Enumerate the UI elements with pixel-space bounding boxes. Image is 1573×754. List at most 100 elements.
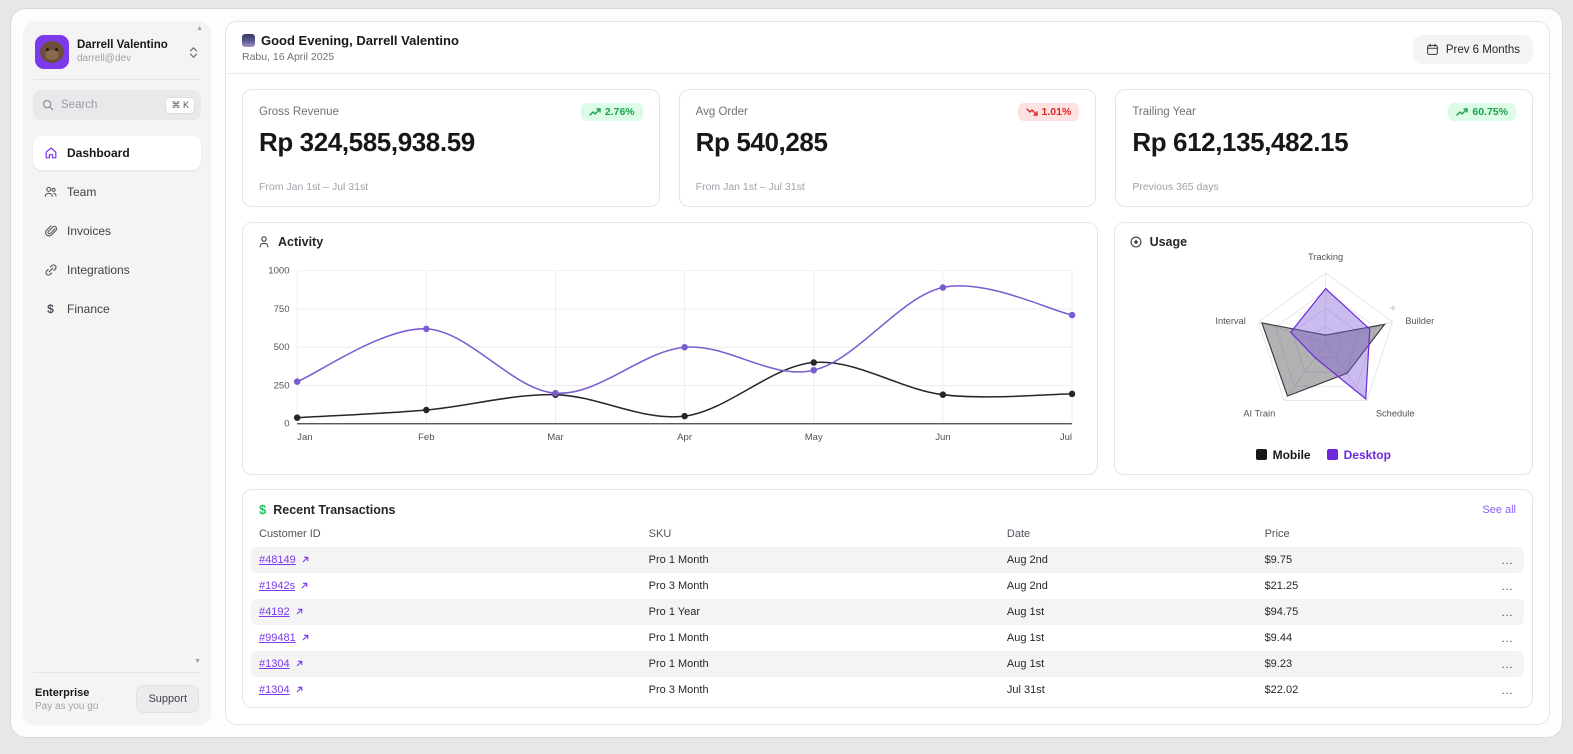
data-point bbox=[681, 343, 688, 351]
y-tick-label: 0 bbox=[284, 419, 289, 430]
sidebar-item-label: Dashboard bbox=[67, 146, 130, 160]
sparkle-icon: ✦ bbox=[1388, 303, 1397, 315]
sku-cell: Pro 1 Month bbox=[648, 658, 709, 670]
sidebar-item-dashboard[interactable]: Dashboard bbox=[33, 136, 201, 170]
x-tick-label: Feb bbox=[418, 432, 434, 443]
legend-item-desktop: Desktop bbox=[1326, 448, 1391, 462]
price-cell: $9.23 bbox=[1264, 658, 1293, 670]
row-actions-button[interactable]: … bbox=[1453, 683, 1516, 697]
see-all-link[interactable]: See all bbox=[1482, 503, 1516, 516]
search-input[interactable]: Search ⌘ K bbox=[33, 90, 201, 120]
radar-area-mobile bbox=[1260, 322, 1386, 397]
row-actions-button[interactable]: … bbox=[1453, 631, 1516, 645]
dashboard-content: Gross Revenue 2.76% Rp 324,585,938.59 From … bbox=[226, 74, 1549, 724]
row-actions-button[interactable]: … bbox=[1453, 579, 1516, 593]
row-actions-button[interactable]: … bbox=[1453, 605, 1516, 619]
sidebar-item-integrations[interactable]: Integrations bbox=[33, 253, 201, 287]
sidebar-item-label: Finance bbox=[67, 302, 110, 316]
scroll-up-indicator[interactable]: ▲ bbox=[196, 25, 203, 32]
sku-cell: Pro 1 Month bbox=[648, 632, 709, 644]
data-point bbox=[293, 378, 301, 385]
main-panel: Good Evening, Darrell Valentino Rabu, 16… bbox=[225, 21, 1550, 725]
arrow-up-right-icon bbox=[300, 581, 309, 590]
usage-card: Usage Tracking Builder Schedule AI Train Int… bbox=[1113, 222, 1533, 475]
change-badge: 60.75% bbox=[1448, 103, 1516, 121]
data-point bbox=[810, 366, 818, 374]
home-icon bbox=[43, 146, 58, 161]
divider bbox=[33, 672, 201, 673]
customer-id-link[interactable]: #1304 bbox=[259, 684, 290, 696]
sidebar-item-team[interactable]: Team bbox=[33, 175, 201, 209]
legend-label: Mobile bbox=[1272, 447, 1311, 462]
radar-chart-svg: Tracking Builder Schedule AI Train Interval ✦ bbox=[1215, 252, 1434, 418]
sku-cell: Pro 1 Month bbox=[648, 554, 709, 566]
radar-area-desktop bbox=[1289, 287, 1370, 401]
stat-value: Rp 540,285 bbox=[695, 127, 828, 157]
arrow-up-right-icon bbox=[301, 633, 310, 642]
y-tick-label: 500 bbox=[274, 342, 290, 353]
price-cell: $9.44 bbox=[1264, 632, 1293, 644]
search-placeholder: Search bbox=[61, 99, 98, 111]
customer-id-link[interactable]: #99481 bbox=[259, 632, 296, 644]
stat-footnote: Previous 365 days bbox=[1132, 181, 1219, 193]
usage-radar-chart: Tracking Builder Schedule AI Train Interval ✦ bbox=[1129, 249, 1518, 446]
column-header: Date bbox=[1006, 528, 1031, 540]
calendar-icon bbox=[1426, 43, 1439, 56]
sidebar-item-finance[interactable]: $ Finance bbox=[33, 292, 201, 326]
stat-card-0: Gross Revenue 2.76% Rp 324,585,938.59 From … bbox=[242, 89, 660, 207]
radar-axis-label: AI Train bbox=[1243, 408, 1275, 418]
date-cell: Aug 2nd bbox=[1006, 580, 1048, 592]
data-point bbox=[939, 391, 947, 398]
prev-6-months-button[interactable]: Prev 6 Months bbox=[1412, 35, 1533, 64]
row-actions-button[interactable]: … bbox=[1453, 553, 1516, 567]
y-tick-label: 750 bbox=[274, 304, 290, 315]
sidebar-item-label: Invoices bbox=[67, 224, 112, 238]
transaction-row: #1942s Pro 3 Month Aug 2nd $21.25… bbox=[251, 573, 1524, 599]
sidebar-footer: ▼ Enterprise Pay as you go Support bbox=[33, 650, 201, 715]
customer-id-link[interactable]: #48149 bbox=[259, 554, 296, 566]
app-window: ▲ Darrell Valentino darrell@dev Search ⌘… bbox=[10, 8, 1563, 738]
date-cell: Aug 1st bbox=[1006, 658, 1045, 670]
user-menu[interactable]: Darrell Valentino darrell@dev bbox=[33, 31, 201, 79]
data-point bbox=[1068, 390, 1076, 398]
sidebar: ▲ Darrell Valentino darrell@dev Search ⌘… bbox=[23, 21, 211, 725]
x-tick-label: Jan bbox=[297, 432, 312, 443]
column-header: SKU bbox=[648, 528, 672, 540]
support-button[interactable]: Support bbox=[136, 685, 199, 713]
data-point bbox=[1068, 311, 1076, 319]
stat-card-2: Trailing Year 60.75% Rp 612,135,482.15 Prev… bbox=[1115, 89, 1533, 207]
column-header: Customer ID bbox=[259, 528, 321, 540]
change-badge: 2.76% bbox=[580, 103, 643, 121]
stat-label: Trailing Year bbox=[1132, 106, 1196, 118]
data-point bbox=[939, 284, 947, 291]
dollar-icon: $ bbox=[47, 302, 54, 316]
usage-title: Usage bbox=[1149, 235, 1188, 249]
data-point bbox=[423, 406, 430, 414]
customer-id-link[interactable]: #1942s bbox=[259, 580, 296, 592]
radar-axis-label: Tracking bbox=[1308, 252, 1343, 262]
scroll-down-indicator[interactable]: ▼ bbox=[194, 658, 201, 665]
change-badge: 1.01% bbox=[1017, 103, 1080, 121]
transactions-card: $ Recent Transactions See all Customer I… bbox=[242, 489, 1533, 708]
arrow-up-right-icon bbox=[295, 659, 304, 668]
person-icon bbox=[257, 235, 271, 249]
price-cell: $9.75 bbox=[1264, 554, 1293, 566]
transactions-title: Recent Transactions bbox=[273, 502, 396, 517]
user-email: darrell@dev bbox=[77, 52, 132, 64]
date-label: Rabu, 16 April 2025 bbox=[242, 51, 335, 63]
data-point bbox=[293, 414, 301, 421]
sidebar-nav: Dashboard Team Invoices Integrations $ Financ… bbox=[33, 136, 201, 326]
price-cell: $21.25 bbox=[1264, 580, 1299, 592]
sidebar-item-invoices[interactable]: Invoices bbox=[33, 214, 201, 248]
y-tick-label: 250 bbox=[274, 380, 290, 391]
charts-row: Activity 0 250 500 750 1000 Jan Feb Mar Apr May Ju… bbox=[242, 222, 1533, 475]
row-actions-button[interactable]: … bbox=[1453, 657, 1516, 671]
stat-value: Rp 324,585,938.59 bbox=[259, 127, 475, 157]
customer-id-link[interactable]: #4192 bbox=[259, 606, 290, 618]
change-value: 1.01% bbox=[1041, 106, 1072, 118]
greeting-emoji-icon bbox=[242, 34, 255, 47]
arrow-up-right-icon bbox=[301, 555, 310, 564]
customer-id-link[interactable]: #1304 bbox=[259, 658, 290, 670]
sidebar-item-label: Integrations bbox=[67, 263, 130, 277]
trend-up-icon bbox=[1456, 108, 1469, 116]
